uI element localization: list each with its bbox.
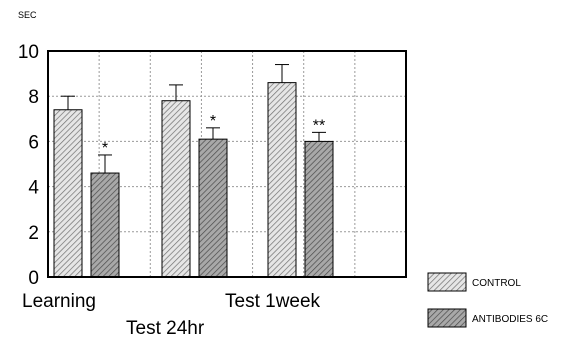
y-tick-label: 8	[28, 87, 39, 108]
x-category-labels: Learning Test 24hr Test 1week	[22, 291, 321, 339]
legend-swatch-antibodies	[427, 308, 467, 328]
significance-mark: *	[102, 140, 108, 157]
bar-control	[161, 100, 191, 278]
legend-label-control: CONTROL	[472, 278, 521, 289]
bar-antibodies	[90, 172, 120, 278]
plot-frame	[47, 50, 407, 278]
bar-antibodies	[304, 140, 334, 278]
y-tick-label: 0	[28, 268, 39, 289]
y-tick-label: 4	[28, 178, 39, 199]
error-bars	[61, 64, 326, 174]
y-tick-labels: 0 2 4 6 8 10	[18, 42, 40, 289]
bars	[53, 82, 334, 278]
x-category-label: Learning	[22, 291, 96, 312]
y-axis-label: SEC	[18, 10, 37, 20]
legend-swatch-control	[427, 272, 467, 292]
x-category-label: Test 24hr	[126, 318, 205, 339]
y-tick-label: 10	[18, 42, 39, 63]
bar-control	[53, 109, 83, 278]
bar-control	[267, 82, 297, 278]
significance-mark: **	[313, 117, 325, 134]
y-tick-label: 2	[28, 223, 39, 244]
significance-marks: ** **	[102, 113, 325, 157]
x-category-label: Test 1week	[225, 291, 321, 312]
legend-label-antibodies: ANTIBODIES 6C	[472, 314, 548, 325]
bar-antibodies	[198, 138, 228, 278]
y-tick-label: 6	[28, 132, 39, 153]
significance-mark: *	[210, 113, 216, 130]
legend: CONTROL ANTIBODIES 6C	[427, 272, 548, 328]
